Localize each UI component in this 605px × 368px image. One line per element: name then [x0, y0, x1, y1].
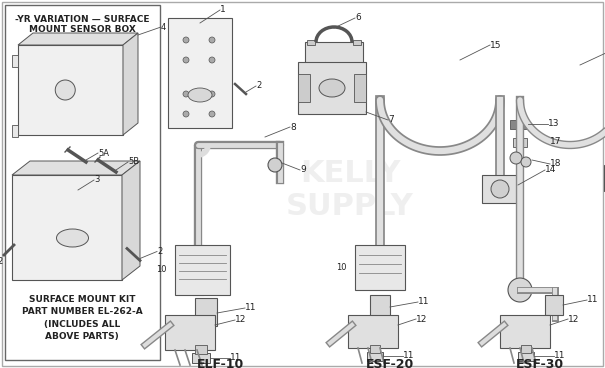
Text: SURFACE MOUNT KIT: SURFACE MOUNT KIT	[29, 296, 136, 304]
Bar	[513, 138, 527, 147]
Bar	[168, 18, 232, 128]
Bar	[521, 345, 531, 353]
Circle shape	[209, 111, 215, 117]
Text: 11: 11	[230, 354, 241, 362]
Polygon shape	[123, 33, 138, 135]
Polygon shape	[18, 33, 138, 45]
Bar	[199, 326, 213, 336]
Bar	[355, 245, 405, 290]
Bar	[192, 353, 210, 363]
Circle shape	[268, 158, 282, 172]
Text: 8: 8	[290, 123, 296, 131]
Circle shape	[183, 91, 189, 97]
Text: 18: 18	[550, 159, 561, 169]
Bar	[165, 315, 215, 350]
Bar	[374, 320, 386, 328]
Circle shape	[183, 111, 189, 117]
Text: KELLY
SUPPLY: KELLY SUPPLY	[286, 159, 414, 221]
Bar	[370, 295, 390, 320]
Bar	[18, 45, 123, 135]
Bar	[348, 315, 398, 348]
Text: 4: 4	[161, 22, 166, 32]
Bar	[12, 125, 18, 137]
Bar	[510, 120, 528, 129]
Bar	[307, 40, 315, 45]
Text: 10: 10	[336, 262, 347, 272]
Text: 12: 12	[568, 315, 580, 323]
Circle shape	[508, 278, 532, 302]
Text: 12: 12	[235, 315, 246, 325]
Ellipse shape	[188, 88, 212, 102]
Text: ABOVE PARTS): ABOVE PARTS)	[45, 332, 119, 340]
Text: (INCLUDES ALL: (INCLUDES ALL	[44, 319, 120, 329]
Text: ESF-20: ESF-20	[366, 358, 414, 368]
Text: 2: 2	[256, 81, 261, 91]
Text: 9: 9	[300, 166, 306, 174]
Bar	[482, 175, 518, 203]
Text: 11: 11	[418, 297, 430, 307]
Text: 1: 1	[220, 6, 226, 14]
Bar	[298, 74, 310, 102]
Bar	[604, 165, 605, 191]
Bar	[12, 175, 122, 280]
Polygon shape	[12, 161, 140, 175]
Text: 10: 10	[157, 265, 167, 275]
Circle shape	[491, 180, 509, 198]
Polygon shape	[122, 161, 140, 280]
Bar	[305, 42, 363, 64]
Circle shape	[209, 37, 215, 43]
Text: 5B: 5B	[128, 158, 139, 166]
Bar	[195, 298, 217, 326]
Text: 2: 2	[0, 258, 2, 266]
Text: 6: 6	[355, 14, 361, 22]
Bar	[367, 352, 383, 361]
Text: -YR VARIATION — SURFACE: -YR VARIATION — SURFACE	[15, 14, 149, 24]
Bar	[354, 74, 366, 102]
Text: 15: 15	[490, 40, 502, 50]
Circle shape	[209, 91, 215, 97]
Circle shape	[55, 80, 75, 100]
Bar	[195, 345, 207, 354]
Text: 12: 12	[416, 315, 427, 323]
Text: 11: 11	[403, 351, 414, 361]
Bar	[353, 40, 361, 45]
Text: 13: 13	[548, 120, 560, 128]
Text: ESF-30: ESF-30	[516, 358, 564, 368]
Text: 17: 17	[550, 138, 561, 146]
Text: ELF-10: ELF-10	[197, 358, 244, 368]
Text: 2: 2	[157, 247, 162, 256]
Text: 11: 11	[245, 304, 257, 312]
Text: 5A: 5A	[98, 149, 109, 158]
Circle shape	[183, 37, 189, 43]
Text: 3: 3	[94, 176, 99, 184]
Bar	[298, 62, 366, 114]
Bar	[500, 315, 550, 348]
Circle shape	[510, 152, 522, 164]
Text: 11: 11	[554, 351, 566, 361]
Bar	[12, 55, 18, 67]
Bar	[370, 345, 380, 353]
Bar	[518, 352, 534, 361]
Bar	[175, 245, 230, 295]
Circle shape	[521, 157, 531, 167]
Text: 11: 11	[587, 296, 598, 304]
Circle shape	[183, 57, 189, 63]
Bar	[545, 295, 563, 315]
Bar	[5, 5, 160, 360]
Text: PART NUMBER EL-262-A: PART NUMBER EL-262-A	[22, 308, 142, 316]
Circle shape	[209, 57, 215, 63]
Ellipse shape	[56, 229, 88, 247]
Text: MOUNT SENSOR BOX: MOUNT SENSOR BOX	[28, 25, 136, 33]
Text: 14: 14	[545, 166, 557, 174]
Text: 7: 7	[388, 116, 394, 124]
Ellipse shape	[319, 79, 345, 97]
